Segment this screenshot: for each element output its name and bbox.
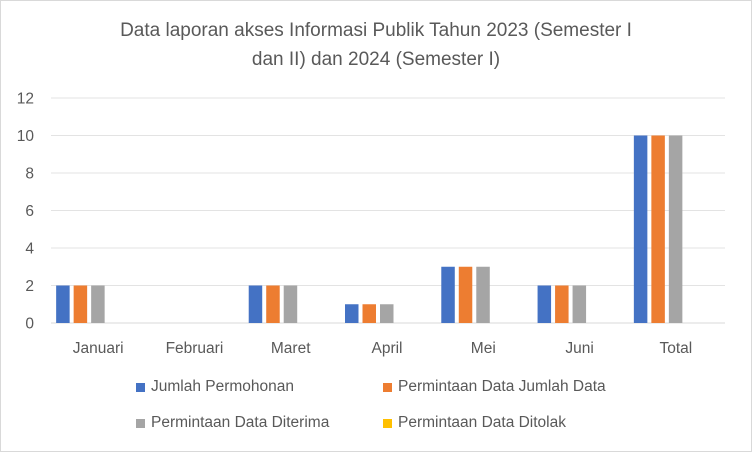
x-tick-label: April [371,340,402,357]
chart-title-line-1: Data laporan akses Informasi Publik Tahu… [120,20,632,41]
bar [633,135,648,323]
bar [266,285,280,323]
x-tick-label: Maret [271,340,311,357]
x-tick-label: Total [659,340,692,357]
bar [651,135,665,323]
x-tick-label: Juni [565,340,593,357]
y-tick-label: 6 [25,203,34,220]
y-tick-label: 2 [25,278,34,295]
x-tick-label: Januari [73,340,124,357]
bar [345,304,359,323]
bar [380,304,394,323]
x-tick-label: Mei [471,340,496,357]
bar [537,285,552,323]
bar [476,266,490,323]
bar [572,285,587,323]
bar [458,266,473,323]
bar [441,266,455,323]
bar [362,304,376,323]
y-tick-label: 8 [25,166,34,183]
bar [91,285,105,323]
y-tick-label: 12 [17,91,34,108]
bar [73,285,88,323]
bar [555,285,569,323]
bar [248,285,263,323]
bar [283,285,298,323]
x-tick-label: Februari [166,340,224,357]
bar [668,135,683,323]
y-tick-label: 0 [25,316,34,333]
y-tick-label: 4 [25,241,34,258]
bar [56,285,70,323]
chart-title-line-2: dan II) dan 2024 (Semester I) [251,49,501,70]
y-tick-label: 10 [17,128,35,145]
